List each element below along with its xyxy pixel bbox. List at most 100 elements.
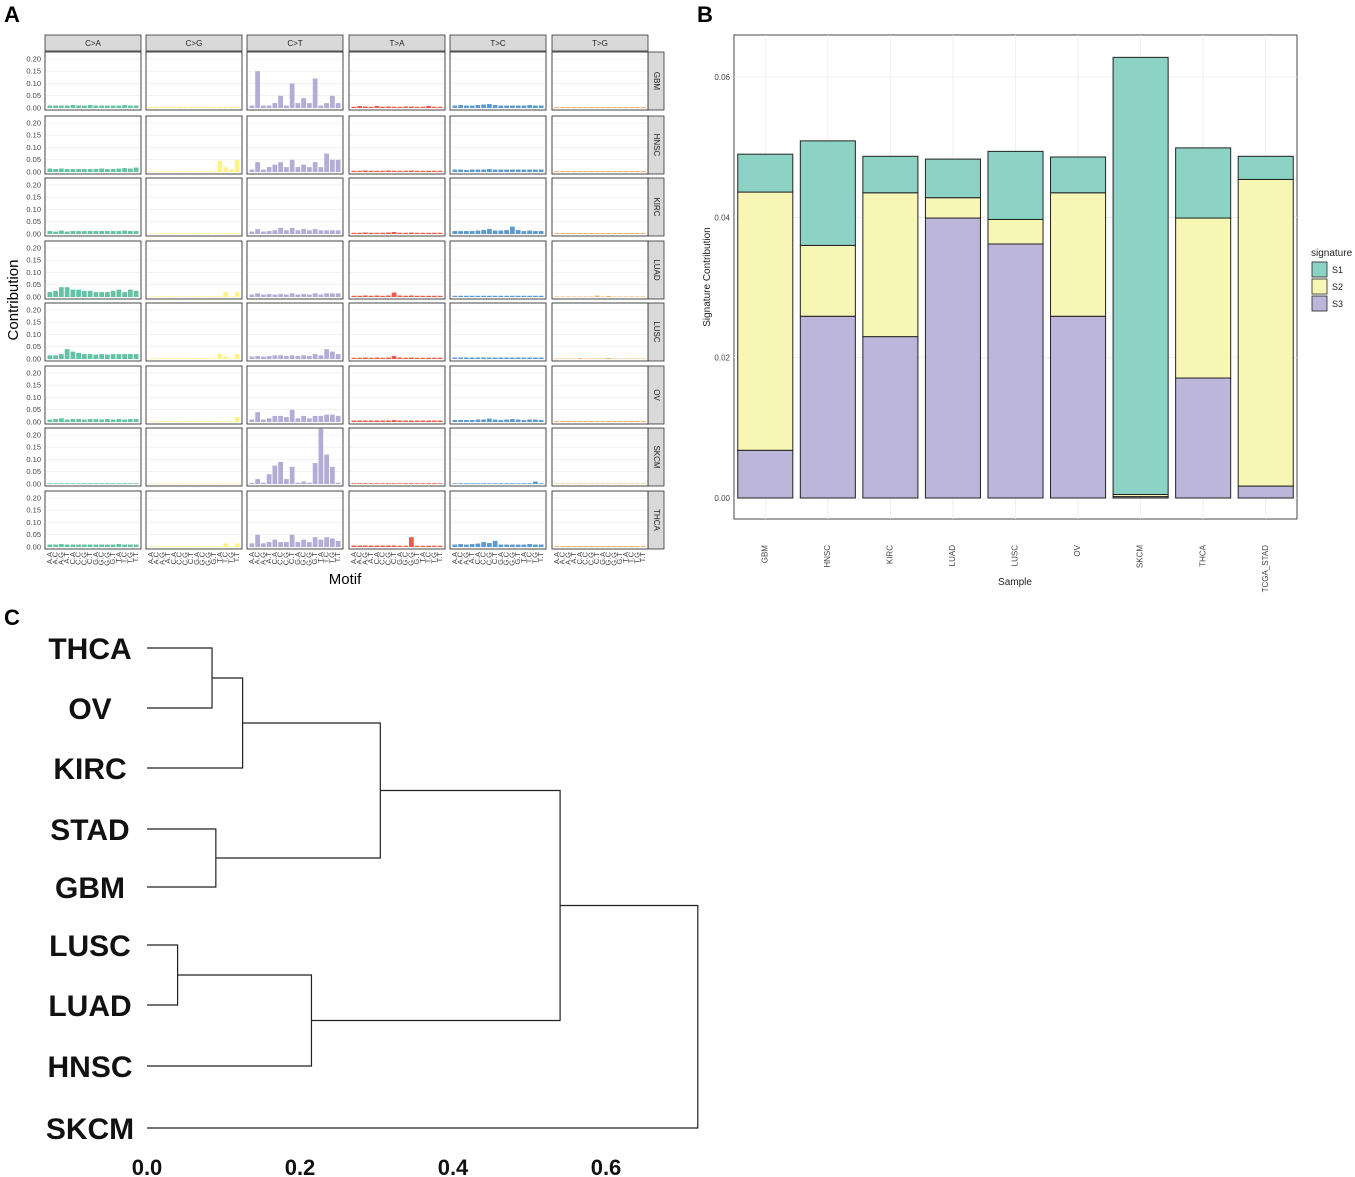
motif-bar	[380, 295, 385, 297]
motif-bar	[452, 483, 458, 484]
motif-bar	[82, 419, 87, 422]
motif-tick-label: G.C	[198, 551, 207, 565]
motif-bar	[266, 294, 272, 297]
motif-bar	[154, 233, 159, 234]
facet-panel	[348, 302, 446, 362]
y-tick-label: 0.20	[26, 243, 41, 252]
motif-bar	[53, 169, 58, 172]
motif-bar	[351, 483, 357, 484]
motif-tick-label: T.G	[327, 552, 336, 564]
stacked-bar-segment	[1237, 155, 1294, 180]
motif-bar	[475, 295, 481, 297]
stacked-bar-segment	[1050, 156, 1107, 194]
motif-bar	[171, 171, 177, 172]
motif-bar	[59, 105, 64, 108]
motif-bar	[295, 167, 301, 172]
motif-tick-label: C.C	[581, 551, 590, 565]
motif-bar	[600, 107, 606, 108]
motif-bar	[452, 544, 458, 547]
motif-bar	[612, 421, 617, 422]
motif-bar	[160, 106, 165, 108]
motif-bar	[165, 546, 171, 547]
motif-bar	[527, 230, 532, 234]
x-tick-label: THCA	[1198, 544, 1207, 566]
stacked-bar-segment	[1050, 315, 1107, 499]
motif-bar	[469, 420, 475, 422]
motif-bar	[70, 544, 76, 547]
motif-bar	[469, 105, 475, 108]
motif-bar	[351, 545, 357, 547]
motif-bar	[386, 545, 391, 547]
motif-bar	[515, 230, 521, 234]
motif-bar	[475, 483, 481, 484]
motif-bar	[47, 292, 53, 297]
motif-bar	[165, 296, 171, 297]
motif-bar	[70, 105, 76, 108]
motif-bar	[368, 357, 374, 359]
motif-tick-label: G.A	[192, 552, 201, 565]
motif-bar	[594, 107, 600, 108]
motif-bar	[211, 296, 217, 297]
motif-bar	[571, 233, 577, 234]
motif-bar	[577, 421, 583, 422]
motif-bar	[409, 483, 414, 484]
motif-bar	[464, 295, 469, 297]
motif-bar	[318, 355, 324, 359]
motif-bar	[122, 168, 127, 172]
motif-bar	[335, 540, 341, 547]
motif-bar	[612, 171, 617, 172]
motif-bar	[571, 421, 577, 422]
motif-bar	[105, 292, 110, 297]
motif-bar	[533, 544, 538, 547]
motif-bar	[229, 233, 234, 234]
motif-bar	[403, 545, 408, 547]
motif-bar	[154, 421, 159, 422]
motif-bar	[374, 295, 380, 297]
stacked-bar-segment	[1237, 485, 1294, 499]
motif-bar	[211, 171, 217, 172]
motif-bar	[464, 231, 469, 234]
motif-bar	[510, 483, 515, 484]
stacked-bar-segment	[799, 140, 856, 246]
motif-bar	[70, 289, 76, 297]
column-strip-label: C>A	[85, 39, 101, 48]
legend-swatch	[1311, 278, 1328, 295]
motif-bar	[87, 419, 93, 422]
motif-bar	[437, 545, 443, 547]
facet-panel	[551, 302, 649, 362]
motif-bar	[475, 105, 481, 108]
motif-bar	[357, 483, 362, 484]
motif-bar	[386, 170, 391, 172]
motif-tick-label: T.G	[125, 552, 134, 564]
motif-bar	[105, 169, 110, 172]
motif-bar	[165, 171, 171, 172]
motif-bar	[432, 420, 437, 422]
motif-bar	[188, 233, 194, 234]
motif-bar	[397, 232, 403, 234]
motif-bar	[606, 171, 611, 172]
motif-bar	[464, 420, 469, 422]
motif-bar	[566, 171, 571, 172]
motif-bar	[498, 230, 504, 234]
motif-bar	[272, 465, 278, 484]
motif-bar	[492, 230, 498, 234]
motif-bar	[420, 545, 426, 547]
motif-bar	[177, 546, 182, 547]
motif-bar	[351, 232, 357, 234]
motif-bar	[133, 290, 139, 297]
motif-bar	[266, 356, 272, 359]
motif-bar	[583, 107, 588, 108]
motif-bar	[374, 420, 380, 422]
facet-panel	[246, 365, 344, 425]
motif-bar	[255, 356, 260, 359]
motif-bar	[87, 231, 93, 234]
motif-bar	[266, 418, 272, 422]
panel-b-stacked-bars: 0.00 0.02 0.04 0.06 GBM HNSC KIRC LUAD LUSC OV SKC…	[702, 34, 1353, 592]
motif-bar	[623, 107, 629, 108]
motif-bar	[272, 294, 278, 297]
facet-panel	[348, 427, 446, 487]
column-strip	[449, 34, 547, 52]
motif-bar	[133, 544, 139, 547]
motif-bar	[99, 231, 104, 234]
motif-bar	[194, 421, 200, 422]
